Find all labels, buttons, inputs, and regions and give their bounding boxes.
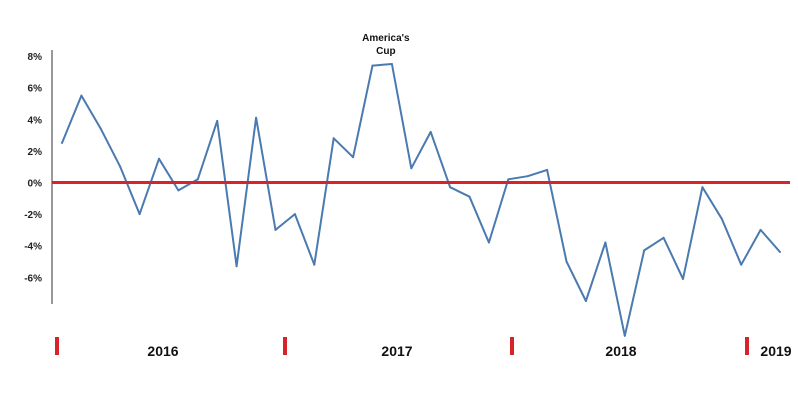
data-point	[196, 178, 199, 181]
year-labels: 2016 2017 2018 2019	[147, 343, 791, 359]
y-tick-label: -2%	[24, 210, 42, 221]
data-point	[410, 167, 413, 170]
year-label: 2018	[605, 343, 636, 359]
data-point	[779, 251, 781, 254]
year-label: 2017	[381, 343, 412, 359]
data-point	[80, 94, 83, 97]
data-point	[99, 127, 102, 130]
year-boundary-marker	[745, 337, 749, 355]
data-point	[119, 165, 122, 168]
data-points	[61, 63, 781, 337]
data-point	[352, 156, 355, 159]
series-line	[61, 63, 781, 337]
data-point	[61, 142, 63, 144]
y-tick-label: 6%	[28, 84, 43, 95]
data-point	[138, 213, 141, 216]
data-point	[468, 195, 471, 198]
data-point	[507, 178, 510, 181]
year-label: 2019	[760, 343, 791, 359]
data-point	[235, 265, 238, 268]
data-point	[390, 63, 393, 65]
data-point	[759, 228, 762, 231]
data-point	[158, 157, 161, 160]
data-point	[546, 168, 549, 171]
y-tick-label: 2%	[28, 147, 43, 158]
y-tick-label: -6%	[24, 273, 42, 284]
y-tick-label: 4%	[28, 115, 43, 126]
annotation-line-1: America's	[362, 33, 410, 44]
data-point	[216, 119, 219, 122]
data-point	[740, 263, 743, 266]
year-markers	[55, 337, 749, 355]
annotation-line-2: Cup	[376, 46, 395, 57]
data-point	[681, 277, 684, 280]
data-point	[449, 186, 452, 189]
data-point	[332, 137, 335, 140]
y-tick-label: -4%	[24, 242, 42, 253]
year-label: 2016	[147, 343, 178, 359]
y-tick-labels: 8% 6% 4% 2% 0% -2% -4% -6%	[24, 52, 42, 284]
y-tick-label: 8%	[28, 52, 43, 63]
year-boundary-marker	[510, 337, 514, 355]
year-boundary-marker	[283, 337, 287, 355]
data-point	[255, 116, 258, 119]
data-point	[526, 175, 529, 178]
data-point	[643, 249, 646, 252]
data-point	[565, 260, 568, 263]
data-point	[584, 300, 587, 302]
year-boundary-marker	[55, 337, 59, 355]
data-point	[313, 263, 316, 266]
data-point	[701, 186, 704, 189]
data-point	[487, 241, 490, 244]
data-point	[293, 213, 296, 216]
data-point	[604, 241, 607, 244]
data-point	[720, 217, 723, 220]
data-point	[429, 130, 432, 133]
data-point	[623, 334, 626, 337]
data-point	[177, 189, 180, 192]
data-point	[274, 228, 277, 231]
y-tick-label: 0%	[28, 179, 43, 190]
data-point	[371, 64, 374, 67]
data-point	[662, 236, 665, 239]
